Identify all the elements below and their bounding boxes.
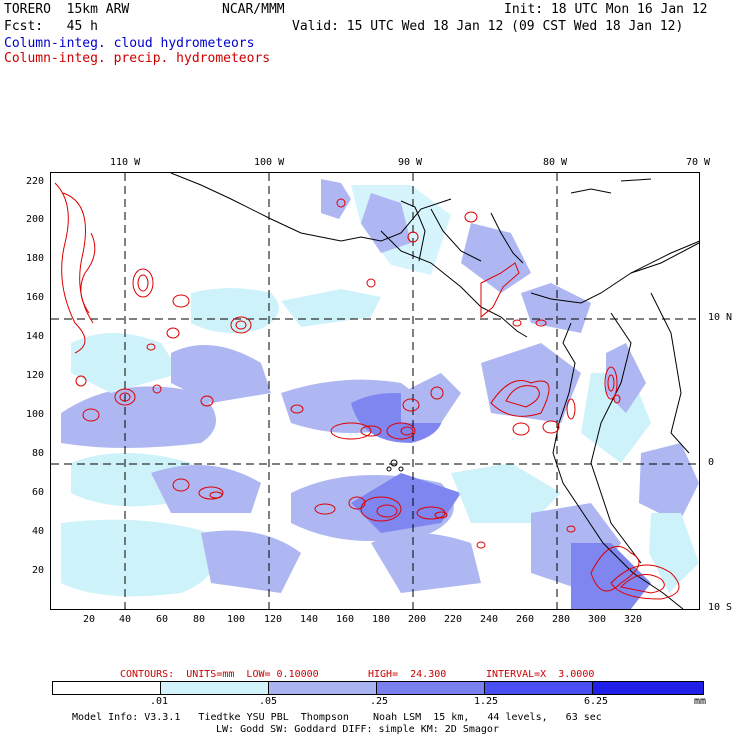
y-tick: 140 (26, 331, 45, 342)
legend-label: .01 (150, 696, 169, 707)
x-tick: 60 (156, 614, 169, 625)
x-tick: 320 (624, 614, 643, 625)
x-tick: 20 (83, 614, 96, 625)
legend-unit: mm (694, 696, 707, 707)
lat-label-10s: 10 S (708, 602, 733, 613)
lon-label-80w: 80 W (543, 157, 568, 168)
field-precip-label: Column-integ. precip. hydrometeors (4, 51, 271, 66)
x-tick: 260 (516, 614, 535, 625)
legend-swatch (593, 682, 703, 694)
map-panel (50, 172, 700, 610)
y-tick: 180 (26, 253, 45, 264)
coastlines (170, 173, 699, 609)
map-canvas (51, 173, 699, 609)
lat-label-0: 0 (708, 457, 715, 468)
x-tick: 80 (193, 614, 206, 625)
contour-interval: INTERVAL=X 3.0000 (486, 669, 595, 680)
x-tick: 200 (408, 614, 427, 625)
legend-label: .25 (370, 696, 389, 707)
x-tick: 40 (119, 614, 132, 625)
y-tick: 120 (26, 370, 45, 381)
forecast-hour: Fcst: 45 h (4, 19, 98, 34)
lon-label-90w: 90 W (398, 157, 423, 168)
init-time: Init: 18 UTC Mon 16 Jan 12 (504, 2, 708, 17)
y-tick: 40 (32, 526, 45, 537)
legend-swatch (53, 682, 161, 694)
y-tick: 100 (26, 409, 45, 420)
lon-label-100w: 100 W (254, 157, 285, 168)
precip-contours (54, 182, 680, 600)
x-tick: 140 (300, 614, 319, 625)
y-tick: 220 (26, 176, 45, 187)
y-tick: 80 (32, 448, 45, 459)
model-info-physics: LW: Godd SW: Goddard DIFF: simple KM: 2D… (216, 724, 499, 735)
color-legend-bar (52, 681, 704, 695)
y-tick: 160 (26, 292, 45, 303)
legend-swatch (377, 682, 485, 694)
field-cloud-label: Column-integ. cloud hydrometeors (4, 36, 255, 51)
legend-label: 1.25 (474, 696, 499, 707)
x-tick: 100 (227, 614, 246, 625)
x-tick: 120 (264, 614, 283, 625)
lon-label-70w: 70 W (686, 157, 711, 168)
x-tick: 220 (444, 614, 463, 625)
org-label: NCAR/MMM (222, 2, 285, 17)
x-tick: 160 (336, 614, 355, 625)
contour-high: HIGH= 24.300 (368, 669, 447, 680)
contour-info: CONTOURS: UNITS=mm LOW= 0.10000 (120, 669, 319, 680)
x-tick: 240 (480, 614, 499, 625)
model-title: TORERO 15km ARW (4, 2, 130, 17)
x-tick: 180 (372, 614, 391, 625)
legend-label: 6.25 (584, 696, 609, 707)
valid-time: Valid: 15 UTC Wed 18 Jan 12 (09 CST Wed … (292, 19, 684, 34)
legend-swatch (161, 682, 269, 694)
lat-label-10n: 10 N (708, 312, 733, 323)
legend-label: .05 (259, 696, 278, 707)
y-tick: 20 (32, 565, 45, 576)
model-info: Model Info: V3.3.1 Tiedtke YSU PBL Thomp… (72, 712, 602, 723)
x-tick: 300 (588, 614, 607, 625)
cloud-shading (61, 179, 699, 609)
lon-label-110w: 110 W (110, 157, 141, 168)
x-tick: 280 (552, 614, 571, 625)
y-tick: 200 (26, 214, 45, 225)
y-tick: 60 (32, 487, 45, 498)
legend-swatch (485, 682, 593, 694)
legend-swatch (269, 682, 377, 694)
